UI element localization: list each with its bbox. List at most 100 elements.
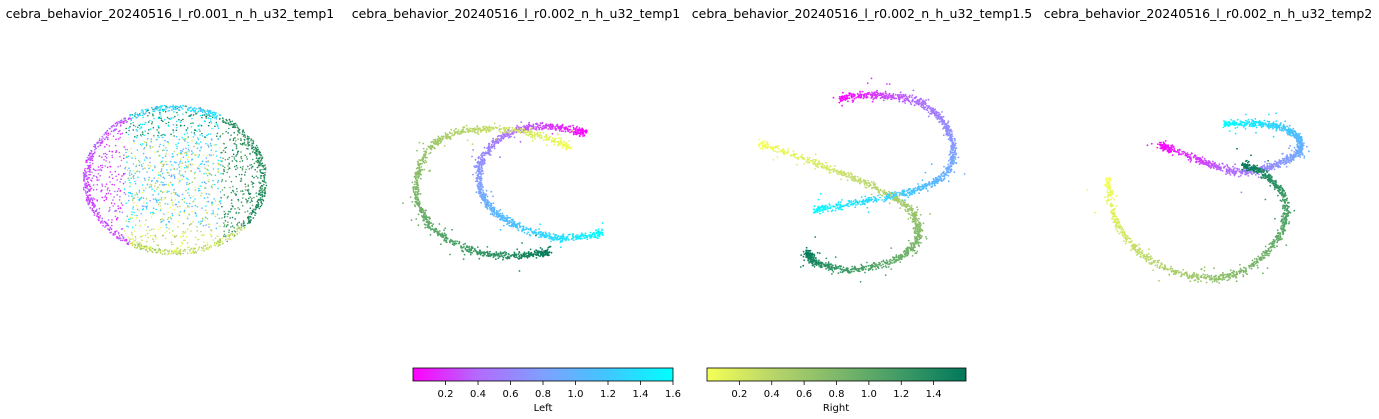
arc-left-point xyxy=(585,131,588,134)
arc-right-point xyxy=(530,252,533,255)
arc-right-point xyxy=(572,129,574,132)
sphere-point xyxy=(142,201,145,204)
arc-right-point xyxy=(539,137,541,140)
arc-left-point xyxy=(592,232,595,234)
sphere-point xyxy=(183,201,186,203)
sphere-point xyxy=(180,165,182,167)
arc-right-point xyxy=(506,131,508,134)
arc-right-point xyxy=(458,240,461,243)
sphere-point xyxy=(185,129,188,131)
sphere-point xyxy=(235,144,238,146)
arc-right-point xyxy=(445,241,448,244)
sphere-rim-point xyxy=(252,141,255,143)
sphere-rim-point xyxy=(261,157,263,159)
sphere-rim-point xyxy=(87,199,89,202)
arc-left-point xyxy=(493,206,496,209)
sphere-point xyxy=(201,220,204,222)
sphere-rim-point xyxy=(181,108,184,110)
arc-left-point xyxy=(541,127,544,130)
sphere-point xyxy=(166,163,168,166)
sphere-point xyxy=(181,137,183,139)
sphere-point xyxy=(145,144,148,147)
sphere-point xyxy=(130,177,132,179)
sphere-rim-point xyxy=(164,105,166,107)
sphere-point xyxy=(194,186,196,189)
arc-right-point xyxy=(424,211,426,214)
arc-right-point xyxy=(482,255,485,257)
sphere-point xyxy=(113,184,116,186)
sphere-rim-point xyxy=(250,219,252,221)
arc-right-point xyxy=(517,253,520,256)
sphere-point xyxy=(141,192,144,194)
sphere-rim-point xyxy=(113,234,115,236)
sphere-point xyxy=(141,165,143,168)
sphere-point xyxy=(233,131,235,134)
arc-right-point xyxy=(429,234,432,236)
sphere-rim-point xyxy=(119,237,122,239)
sphere-rim-point xyxy=(200,246,203,249)
scurve-left-point xyxy=(867,211,870,214)
sphere-point xyxy=(199,141,202,143)
arc-right-point xyxy=(437,138,439,140)
sphere-point xyxy=(184,164,187,167)
sphere-point xyxy=(212,239,215,241)
sphere-point xyxy=(104,146,106,148)
sphere-point xyxy=(194,171,196,174)
sphere-point xyxy=(184,170,187,173)
arc-right-point xyxy=(501,252,504,255)
sphere-point xyxy=(202,225,205,227)
sphere-point xyxy=(235,212,238,215)
sphere-point xyxy=(249,196,251,198)
arc-right-point xyxy=(456,240,458,243)
sphere-rim-point xyxy=(184,248,186,251)
scurve-left-point xyxy=(882,99,885,102)
sphere-point xyxy=(149,157,151,159)
sphere-point xyxy=(127,236,130,239)
sphere-rim-point xyxy=(192,109,195,112)
arc-right-point xyxy=(422,215,425,218)
arc-right-point xyxy=(416,187,418,189)
sphere-point xyxy=(160,170,162,173)
sphere-point xyxy=(192,152,194,154)
arc-left-point xyxy=(584,232,587,235)
sphere-rim-point xyxy=(86,196,88,199)
sphere-point xyxy=(150,180,153,183)
arc-right-point xyxy=(525,134,528,136)
sphere-point xyxy=(191,139,193,142)
sphere-point xyxy=(159,201,161,204)
sphere-point xyxy=(163,213,165,215)
sphere-point xyxy=(162,176,165,179)
scurve-left-point xyxy=(945,173,948,176)
sphere-point xyxy=(240,201,243,203)
sphere-rim-point xyxy=(219,114,221,116)
sphere-point xyxy=(223,233,226,236)
sphere-point xyxy=(135,192,138,194)
sphere-rim-point xyxy=(192,250,194,252)
arc-right-point xyxy=(548,251,551,253)
arc-left-point xyxy=(526,124,528,127)
sphere-point xyxy=(227,213,229,215)
sphere-point xyxy=(167,216,170,219)
sphere-point xyxy=(175,203,178,206)
arc-right-point xyxy=(546,134,548,137)
arc-left-point xyxy=(586,235,589,238)
sphere-point xyxy=(235,193,237,196)
arc-right-point xyxy=(522,132,525,134)
sphere-point xyxy=(178,214,181,217)
sphere-rim-point xyxy=(236,230,239,232)
scurve-left-point xyxy=(851,99,854,102)
sphere-point xyxy=(179,245,182,248)
sphere-point xyxy=(253,196,255,199)
scurve-left-point xyxy=(947,180,950,183)
arc-right-point xyxy=(422,142,425,145)
sphere-point xyxy=(132,124,135,127)
sphere-point xyxy=(174,106,177,109)
sphere-point xyxy=(143,148,145,150)
sphere-point xyxy=(181,243,184,245)
sphere-point xyxy=(128,220,130,223)
arc-left-point xyxy=(505,217,508,219)
arc-right-point xyxy=(443,234,446,237)
arc-right-point xyxy=(440,243,442,246)
arc-right-point xyxy=(503,254,506,257)
arc-left-point xyxy=(490,190,493,193)
